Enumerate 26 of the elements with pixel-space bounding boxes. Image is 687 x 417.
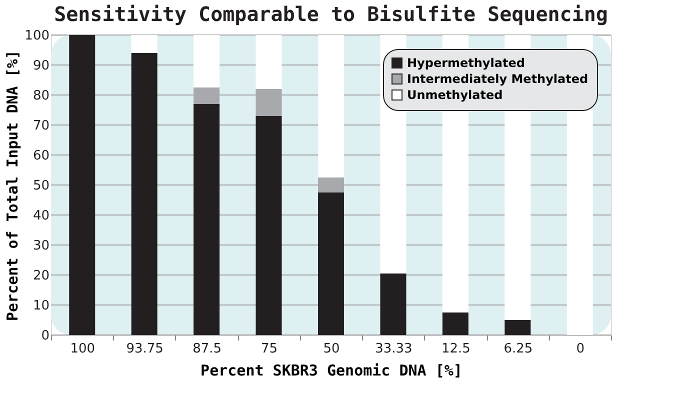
legend-label: Intermediately Methylated [407,72,588,86]
x-tick-label: 50 [323,342,340,356]
y-tick-label: 20 [32,268,50,284]
y-tick-label: 70 [32,118,50,134]
y-tick-label: 50 [32,178,50,194]
y-tick-label: 100 [24,28,50,44]
y-tick-label: 0 [41,328,50,344]
y-tick-label: 40 [32,208,50,224]
legend-label: Hypermethylated [407,56,525,70]
x-tick-label: 0 [576,342,585,356]
y-tick-label: 30 [32,238,50,254]
x-tick-label: 12.5 [441,342,470,356]
y-tick-label: 80 [32,88,50,104]
chart-title: Sensitivity Comparable to Bisulfite Sequencing [54,2,608,26]
x-tick-label: 6.25 [504,342,533,356]
x-tick-label: 93.75 [126,342,164,356]
x-tick-label: 33.33 [375,342,412,356]
y-tick-label: 90 [32,58,50,74]
y-axis-title: Percent of Total Input DNA [%] [4,50,22,321]
x-axis-title: Percent SKBR3 Genomic DNA [%] [200,362,462,380]
y-tick-label: 60 [32,148,50,164]
x-tick-label: 75 [261,342,278,356]
y-tick-label: 10 [32,298,50,314]
x-tick-label: 100 [70,342,96,356]
x-tick-label: 87.5 [192,342,222,356]
legend-label: Unmethylated [407,88,503,102]
